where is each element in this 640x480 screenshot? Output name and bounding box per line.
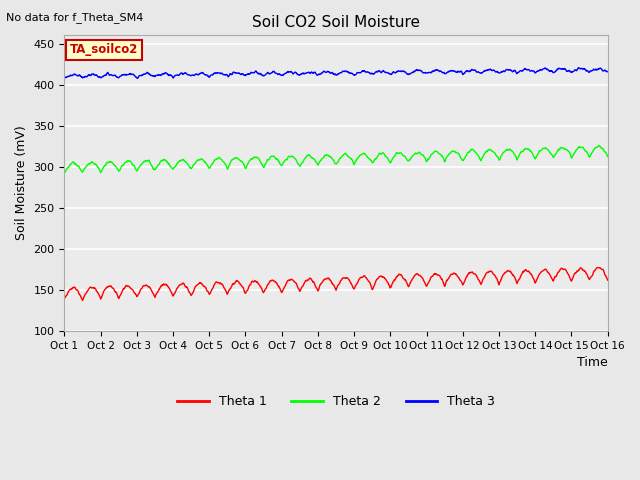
Title: Soil CO2 Soil Moisture: Soil CO2 Soil Moisture [252, 15, 420, 30]
Y-axis label: Soil Moisture (mV): Soil Moisture (mV) [15, 126, 28, 240]
X-axis label: Time: Time [577, 356, 608, 369]
Legend: Theta 1, Theta 2, Theta 3: Theta 1, Theta 2, Theta 3 [172, 390, 500, 413]
Text: TA_soilco2: TA_soilco2 [70, 43, 138, 56]
Text: No data for f_Theta_SM4: No data for f_Theta_SM4 [6, 12, 144, 23]
